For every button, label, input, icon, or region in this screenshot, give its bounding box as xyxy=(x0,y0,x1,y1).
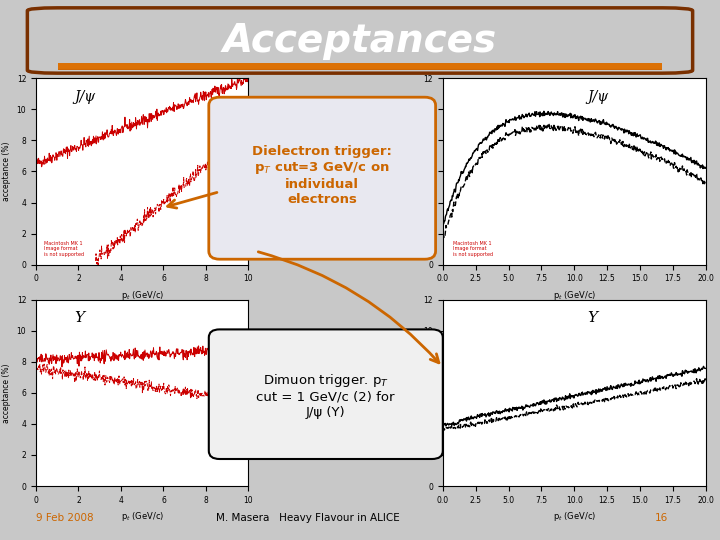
Y-axis label: acceptance (%): acceptance (%) xyxy=(409,363,418,423)
Text: Macintosh MK 1
Image format
is not supported: Macintosh MK 1 Image format is not suppo… xyxy=(454,240,493,257)
Text: Acceptances: Acceptances xyxy=(223,22,497,59)
X-axis label: p$_t$ (GeV/c): p$_t$ (GeV/c) xyxy=(552,510,596,523)
FancyBboxPatch shape xyxy=(45,65,675,70)
Text: J/ψ: J/ψ xyxy=(588,90,608,104)
FancyBboxPatch shape xyxy=(45,65,675,71)
FancyBboxPatch shape xyxy=(45,65,675,70)
Text: Dimuon trigger. p$_T$
cut = 1 GeV/c (2) for
J/ψ (Υ): Dimuon trigger. p$_T$ cut = 1 GeV/c (2) … xyxy=(256,372,395,419)
FancyBboxPatch shape xyxy=(45,65,675,70)
FancyBboxPatch shape xyxy=(45,64,675,69)
FancyBboxPatch shape xyxy=(45,63,675,69)
FancyBboxPatch shape xyxy=(45,65,675,70)
Y-axis label: acceptance (%): acceptance (%) xyxy=(409,141,418,201)
Text: Υ: Υ xyxy=(588,311,598,325)
Text: Dielectron trigger:
p$_T$ cut=3 GeV/c on
individual
electrons: Dielectron trigger: p$_T$ cut=3 GeV/c on… xyxy=(252,145,392,206)
Y-axis label: acceptance (%): acceptance (%) xyxy=(2,363,11,423)
Y-axis label: acceptance (%): acceptance (%) xyxy=(2,141,11,201)
Text: Υ: Υ xyxy=(74,311,84,325)
FancyBboxPatch shape xyxy=(45,64,675,70)
FancyBboxPatch shape xyxy=(45,64,675,70)
FancyBboxPatch shape xyxy=(45,64,675,69)
FancyBboxPatch shape xyxy=(45,64,675,70)
FancyBboxPatch shape xyxy=(45,63,675,69)
Text: J/ψ: J/ψ xyxy=(74,90,95,104)
FancyBboxPatch shape xyxy=(45,65,675,71)
FancyBboxPatch shape xyxy=(45,66,675,71)
FancyBboxPatch shape xyxy=(45,65,675,71)
FancyBboxPatch shape xyxy=(45,66,675,71)
FancyBboxPatch shape xyxy=(45,65,675,71)
X-axis label: p$_t$ (GeV/c): p$_t$ (GeV/c) xyxy=(552,289,596,302)
FancyBboxPatch shape xyxy=(45,64,675,69)
FancyBboxPatch shape xyxy=(209,329,443,459)
X-axis label: p$_t$ (GeV/c): p$_t$ (GeV/c) xyxy=(120,510,164,523)
FancyBboxPatch shape xyxy=(45,66,675,71)
Text: 16: 16 xyxy=(655,513,668,523)
Text: M. Masera   Heavy Flavour in ALICE: M. Masera Heavy Flavour in ALICE xyxy=(216,513,400,523)
Text: Macintosh MK 1
Image format
is not supported: Macintosh MK 1 Image format is not suppo… xyxy=(45,240,85,257)
FancyBboxPatch shape xyxy=(209,97,436,259)
X-axis label: p$_t$ (GeV/c): p$_t$ (GeV/c) xyxy=(120,289,164,302)
Text: 9 Feb 2008: 9 Feb 2008 xyxy=(36,513,94,523)
FancyBboxPatch shape xyxy=(45,64,675,69)
